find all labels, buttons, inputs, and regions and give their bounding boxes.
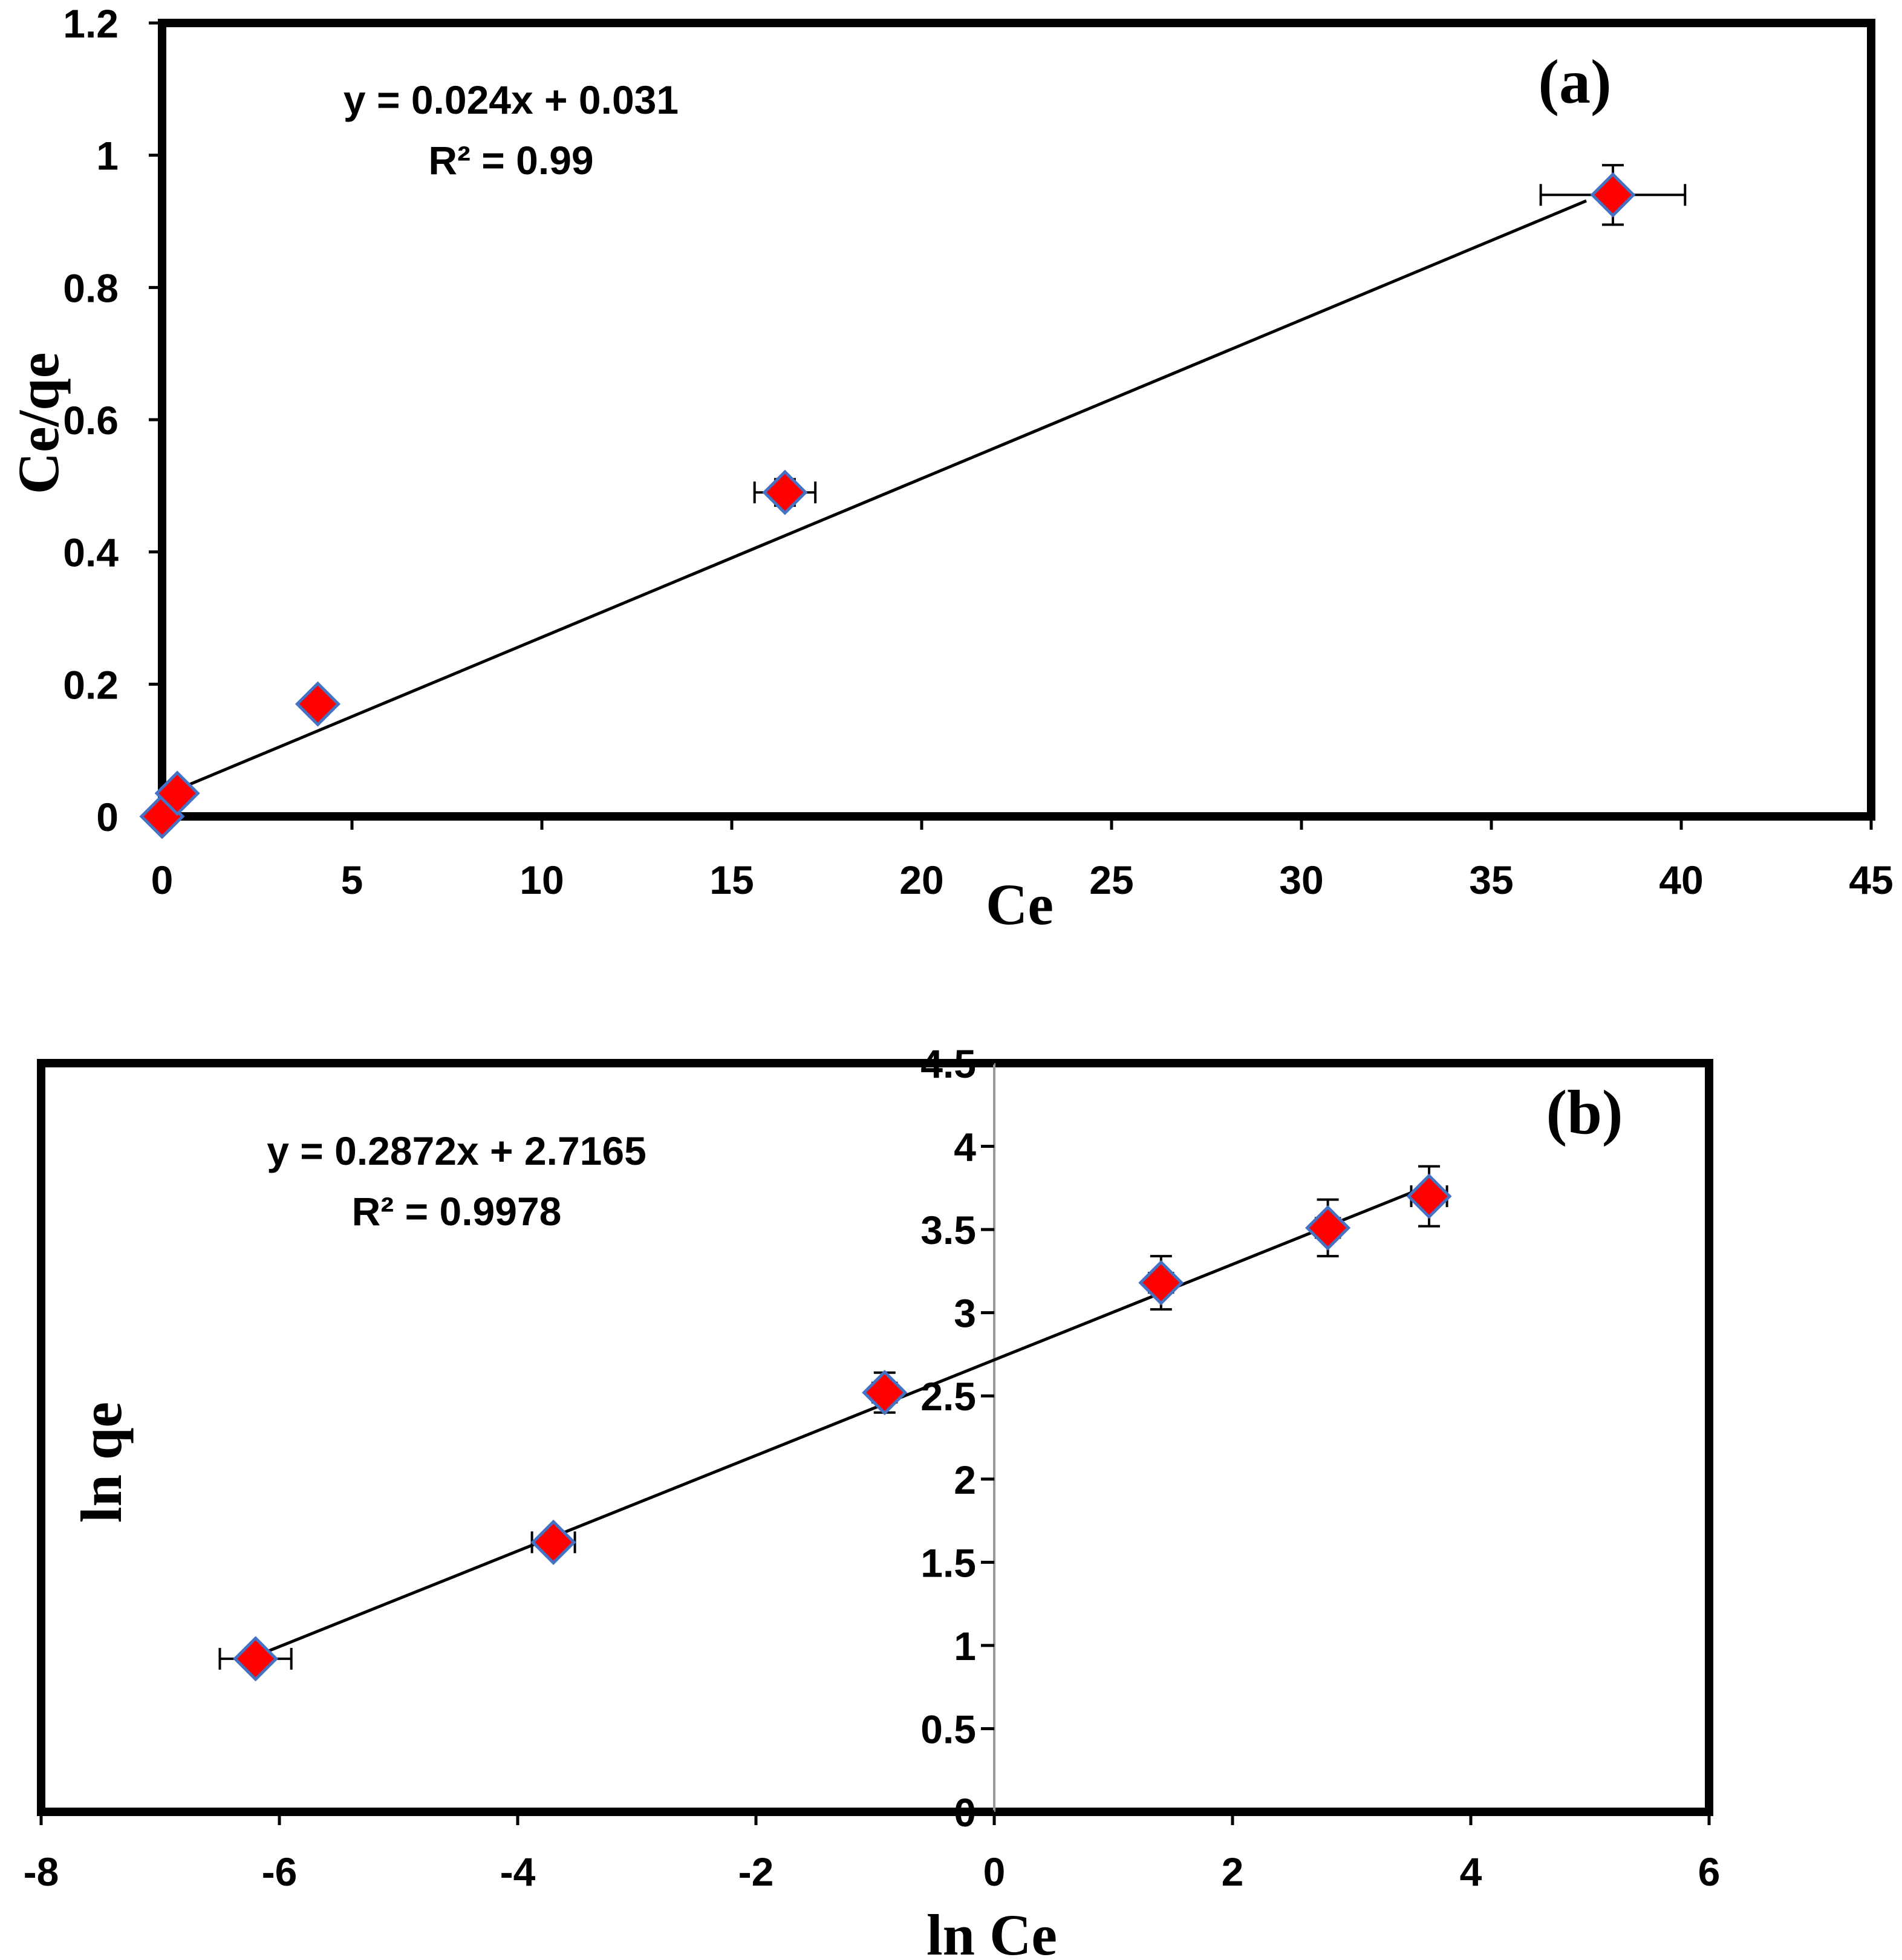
r-squared-a: R² = 0.99	[428, 138, 593, 183]
equation-a: y = 0.024x + 0.031	[344, 77, 679, 122]
y-tick-label: 1.2	[63, 1, 119, 46]
chart-panel-b: -8 -6 -4 -2 0 2 4 6 0 0.5 1 1.5 2 2.5 3 3.5 4 4.5 y = 0.2…	[24, 1041, 1721, 1960]
x-tick-label: 30	[1279, 858, 1323, 902]
diamond-marker	[1138, 1260, 1184, 1306]
r-squared-b: R² = 0.9978	[352, 1189, 562, 1234]
data-point	[1138, 1255, 1184, 1311]
axes-a	[149, 21, 1873, 830]
y-tick-label: 3	[954, 1291, 976, 1336]
diamond-marker	[530, 1519, 576, 1565]
data-point	[1539, 164, 1687, 226]
x-tick-label: 20	[899, 858, 943, 902]
data-point	[218, 1636, 293, 1682]
y-tick-label: 4	[954, 1125, 976, 1170]
x-tick-label: 15	[709, 858, 754, 902]
x-tick-label: 5	[341, 858, 363, 902]
trendline	[161, 199, 1587, 798]
diamond-marker	[295, 681, 341, 727]
data-point	[530, 1519, 576, 1565]
x-axis-title-a: Ce	[986, 872, 1054, 937]
trendline-b	[255, 1183, 1430, 1658]
diamond-marker	[762, 469, 808, 515]
x-axis-title-b: ln Ce	[927, 1903, 1057, 1960]
x-tick-label: 10	[519, 858, 564, 902]
x-tick-label: 45	[1849, 858, 1893, 902]
x-tick-label: -2	[738, 1849, 774, 1894]
tick-labels-b: -8 -6 -4 -2 0 2 4 6 0 0.5 1 1.5 2 2.5 3 3.5 4 4.5	[24, 1041, 1721, 1894]
diamond-marker	[1305, 1205, 1351, 1251]
y-tick-label: 2.5	[920, 1374, 976, 1419]
x-tick-label: 40	[1659, 858, 1703, 902]
x-tick-label: -8	[24, 1849, 59, 1894]
x-tick-label: -4	[500, 1849, 536, 1894]
x-tick-label: 0	[151, 858, 174, 902]
panel-label-b: (b)	[1546, 1078, 1623, 1147]
y-tick-label: 3.5	[920, 1208, 976, 1252]
x-tick-label: 35	[1469, 858, 1513, 902]
diamond-marker	[1406, 1173, 1452, 1219]
chart-frame-a	[158, 19, 1875, 821]
data-points-b	[218, 1165, 1452, 1682]
data-point	[753, 469, 817, 515]
trendline	[255, 1183, 1430, 1658]
data-point	[154, 770, 200, 816]
diamond-marker	[233, 1636, 279, 1682]
y-tick-label: 0.2	[63, 662, 119, 707]
y-axis-title-b: ln qe	[69, 1402, 134, 1523]
x-tick-label: 4	[1460, 1849, 1482, 1894]
y-axis-title-a: Ce/qe	[6, 353, 71, 495]
data-point	[295, 681, 341, 727]
y-tick-label: 4.5	[920, 1041, 976, 1086]
data-point	[862, 1370, 908, 1416]
data-point	[1406, 1165, 1452, 1228]
diamond-marker	[154, 770, 200, 816]
data-point	[1305, 1198, 1351, 1258]
y-tick-label: 0	[954, 1790, 976, 1835]
tick-labels-a: 0 5 10 15 20 25 30 35 40 45 0 0.2 0.4 0.6 0.8 1 1.2	[63, 1, 1893, 902]
diamond-marker	[862, 1370, 908, 1416]
y-tick-label: 1	[954, 1624, 976, 1669]
y-tick-label: 1.5	[920, 1540, 976, 1585]
y-tick-label: 0.4	[63, 530, 119, 575]
y-tick-label: 2	[954, 1457, 976, 1502]
chart-panel-a: 0 5 10 15 20 25 30 35 40 45 0 0.2 0.4 0.6 0.8 1 1.2 y = …	[6, 1, 1894, 937]
y-tick-label: 1	[96, 134, 119, 178]
panel-label-a: (a)	[1538, 47, 1611, 117]
trendline-a	[161, 199, 1587, 798]
x-tick-label: -6	[262, 1849, 298, 1894]
diamond-marker	[1590, 172, 1636, 218]
x-tick-label: 0	[983, 1849, 1006, 1894]
chart-frame-b	[37, 1059, 1713, 1816]
axes-b	[39, 1061, 1711, 1825]
x-tick-label: 2	[1222, 1849, 1244, 1894]
y-tick-label: 0.8	[63, 265, 119, 310]
equation-b: y = 0.2872x + 2.7165	[267, 1128, 646, 1173]
x-tick-label: 25	[1089, 858, 1133, 902]
data-points-a	[139, 164, 1687, 839]
x-tick-label: 6	[1698, 1849, 1721, 1894]
y-tick-label: 0.5	[920, 1707, 976, 1751]
y-tick-label: 0	[96, 795, 119, 839]
y-tick-label: 0.6	[63, 398, 119, 443]
